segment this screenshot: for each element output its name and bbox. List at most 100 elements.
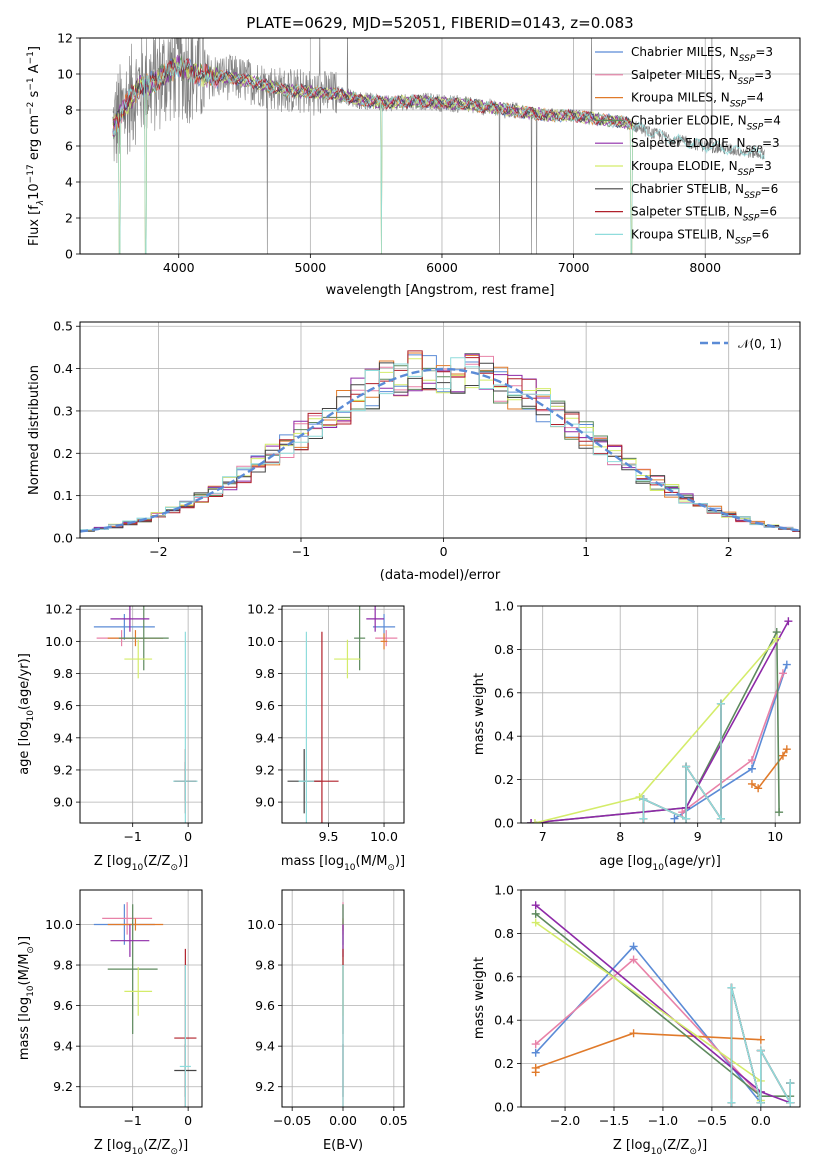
- mass-vs-ebv-xlabel: E(B-V): [323, 1138, 363, 1153]
- age-vs-mass-xlabel-sub: 10: [344, 863, 356, 873]
- normal-curve: [80, 367, 799, 533]
- x-tick-label: 6000: [426, 260, 458, 275]
- plus-marker: [747, 756, 756, 765]
- spectrum-ylabel: Flux [fλ10−17 erg cm−2 s−1 A−1]: [26, 46, 46, 246]
- mass-vs-Z-ylabel-text: mass [log: [17, 997, 32, 1060]
- plus-marker: [784, 617, 793, 626]
- plus-marker: [639, 814, 648, 823]
- x-tick-label: −2: [149, 544, 167, 559]
- plus-marker: [639, 795, 648, 804]
- mass-vs-Z-xlabel-rest: (Z/Z: [143, 1138, 170, 1153]
- age-vs-mass-axes: 9.5 10.0 9.0 9.2 9.4 9.6 9.8 10.0 10.2: [247, 602, 404, 844]
- histogram-xlabel: (data-model)/error: [380, 568, 501, 583]
- legend-count: 3: [765, 45, 773, 59]
- x-tick-label: 5000: [294, 260, 326, 275]
- y-tick-label: 10.0: [45, 917, 73, 932]
- mass-vs-ebv-frame: [281, 889, 405, 1108]
- plus-marker: [629, 942, 638, 951]
- y-tick-label: 10.2: [45, 602, 73, 617]
- weight-vs-age-xlabel-sub: 10: [652, 863, 664, 873]
- legend-n: N: [735, 182, 744, 196]
- plus-marker: [531, 1048, 540, 1057]
- legend-entry: Salpeter STELIB, NSSP=6: [631, 205, 777, 224]
- legend-entry: Chabrier STELIB, NSSP=6: [631, 182, 778, 201]
- legend-n: N: [734, 205, 743, 219]
- weight-vs-age-xlabel: age [log10(age/yr)]: [599, 854, 721, 873]
- legend-sep: ,: [727, 182, 735, 196]
- x-tick-label: −1: [123, 1113, 141, 1128]
- weight-vs-Z-xlabel-rest: (Z/Z: [662, 1138, 689, 1153]
- mass-vs-Z-frame: [79, 889, 203, 1108]
- legend-entry: Salpeter MILES, NSSP=3: [631, 68, 772, 87]
- plus-marker: [716, 814, 725, 823]
- y-tick-label: 0.1: [53, 488, 73, 503]
- errorbar-chabrier-elodie: [107, 904, 158, 1034]
- plus-marker: [531, 1063, 540, 1072]
- age-vs-Z-axes: −1 0 9.0 9.2 9.4 9.6 9.8 10.0 10.2: [45, 602, 202, 844]
- x-tick-label: 9: [694, 829, 702, 844]
- errorbar-kroupa-stelib: [298, 631, 315, 823]
- legend-name: Chabrier ELODIE: [631, 113, 730, 127]
- legend-name: Salpeter ELODIE: [631, 136, 729, 150]
- errorbar-salpeter-elodie: [110, 924, 150, 957]
- age-vs-mass-frame: [281, 605, 405, 824]
- legend-name: Chabrier STELIB: [631, 182, 727, 196]
- y-tick-label: 9.6: [53, 698, 73, 713]
- legend-eq: =: [754, 159, 764, 173]
- plus-marker: [531, 901, 540, 910]
- x-tick-label: 0.00: [329, 1113, 357, 1128]
- model-spectrum-chabrier-stelib: [112, 57, 633, 129]
- legend-ssp: SSP: [739, 54, 756, 64]
- plus-marker: [531, 918, 540, 927]
- y-tick-label: 0.5: [53, 319, 73, 334]
- weight-vs-age-ylabel: mass weight: [472, 673, 487, 755]
- legend-ssp: SSP: [743, 214, 760, 224]
- y-tick-label: 10: [57, 67, 73, 82]
- y-tick-label: 4: [65, 175, 73, 190]
- legend-count: 4: [756, 91, 764, 105]
- y-tick-label: 1.0: [494, 883, 514, 898]
- legend-eq: =: [761, 182, 771, 196]
- y-tick-label: 9.8: [53, 666, 73, 681]
- y-tick-label: 9.2: [53, 762, 73, 777]
- legend-entry: Salpeter ELODIE, NSSP=3: [631, 136, 780, 155]
- weight-vs-Z-plot: [531, 901, 795, 1107]
- legend-n: N: [729, 68, 738, 82]
- plus-marker: [727, 983, 736, 992]
- legend-name: Kroupa ELODIE: [631, 159, 721, 173]
- series-kroupa-stelib: [639, 699, 725, 823]
- weight-vs-Z-xlabel-sub: 10: [651, 1147, 663, 1157]
- legend-n: N: [726, 227, 735, 241]
- age-vs-Z-ylabel-text: age [log: [17, 722, 32, 775]
- residuals-axes: −2 −1 0 1 2 0.0 0.1 0.2 0.3 0.4 0.5: [53, 319, 800, 559]
- plus-marker: [782, 745, 791, 754]
- y-tick-label: 0.0: [494, 1100, 514, 1115]
- y-tick-label: 9.0: [53, 795, 73, 810]
- plus-marker: [772, 634, 781, 643]
- y-tick-label: 0.6: [494, 969, 514, 984]
- model-spectrum-salpeter-stelib: [112, 58, 633, 131]
- legend-eq: =: [755, 45, 765, 59]
- legend-sep: ,: [721, 68, 729, 82]
- mass-vs-Z-ylabel: mass [log10(M/M⊙)]: [17, 936, 36, 1060]
- mass-vs-Z-xlabel-end: )]: [178, 1138, 188, 1153]
- mass-vs-Z-ylabel-sub: 10: [26, 985, 36, 997]
- mass-vs-Z-ylabel-end: )]: [17, 936, 32, 946]
- y-tick-label: 0.4: [53, 361, 73, 376]
- errorbar-kroupa-elodie: [334, 639, 361, 679]
- x-tick-label: 0.05: [380, 1113, 408, 1128]
- age-vs-Z-xlabel-sub: 10: [132, 863, 144, 873]
- age-vs-mass-xlabel-text: mass [log: [281, 854, 344, 869]
- legend-ssp: SSP: [738, 168, 755, 178]
- age-vs-Z-ylabel-rest: (age/yr)]: [17, 653, 32, 710]
- legend-entry: Kroupa ELODIE, NSSP=3: [631, 159, 772, 178]
- age-vs-Z-xlabel-end: )]: [178, 854, 188, 869]
- y-tick-label: 9.4: [53, 1039, 73, 1054]
- y-tick-label: 0.8: [494, 926, 514, 941]
- plus-marker: [747, 779, 756, 788]
- histogram-plot: [80, 350, 800, 538]
- legend-name: Kroupa STELIB: [631, 227, 718, 241]
- spectrum-xlabel: wavelength [Angstrom, rest frame]: [326, 283, 555, 298]
- y-tick-label: 8: [65, 103, 73, 118]
